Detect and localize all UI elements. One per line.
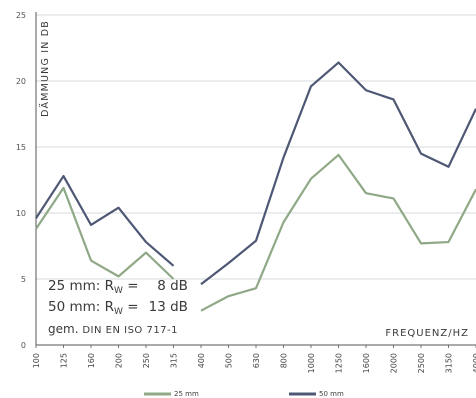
y-tick-label: 20 [16, 77, 26, 86]
x-tick-label: 1000 [307, 353, 316, 373]
x-tick-label: 3150 [445, 353, 454, 373]
series-line-25mm-seg2 [200, 153, 476, 312]
series-line-50mm-seg1 [35, 174, 175, 267]
y-tick-label: 15 [16, 143, 26, 152]
y-tick-label: 10 [16, 209, 26, 218]
x-tick-label: 630 [252, 353, 261, 368]
x-tick-label: 200 [115, 353, 124, 368]
rating-25mm: 25 mm: RW = 8 dB [48, 278, 188, 296]
x-tick-label: 250 [142, 353, 151, 368]
legend-label: 50 mm [319, 390, 344, 398]
x-tick-label: 1600 [362, 353, 371, 373]
x-tick-label: 4000 [472, 353, 476, 373]
x-tick-label: 1250 [335, 353, 344, 373]
y-tick-label: 25 [16, 11, 26, 20]
y-tick-label: 0 [21, 341, 26, 350]
x-axis-title: FREQUENZ/HZ [385, 328, 469, 339]
x-tick-label: 160 [87, 353, 96, 368]
x-tick-label: 2000 [390, 353, 399, 373]
x-tick-label: 400 [197, 353, 206, 368]
x-tick-label: 315 [170, 353, 179, 368]
legend-label: 25 mm [174, 390, 199, 398]
standard-note: gem. DIN EN ISO 717-1 [48, 322, 179, 336]
series-line-25mm-seg1 [35, 186, 175, 280]
x-tick-label: 2500 [417, 353, 426, 373]
y-axis-title: DÄMMUNG IN DB [40, 20, 51, 117]
rating-50mm: 50 mm: RW = 13 dB [48, 299, 188, 317]
x-tick-label: 125 [60, 353, 69, 368]
x-tick-label: 100 [32, 353, 41, 368]
x-tick-label: 500 [225, 353, 234, 368]
y-tick-label: 5 [21, 275, 26, 284]
x-tick-label: 800 [280, 353, 289, 368]
series-line-50mm-seg2 [200, 61, 476, 286]
